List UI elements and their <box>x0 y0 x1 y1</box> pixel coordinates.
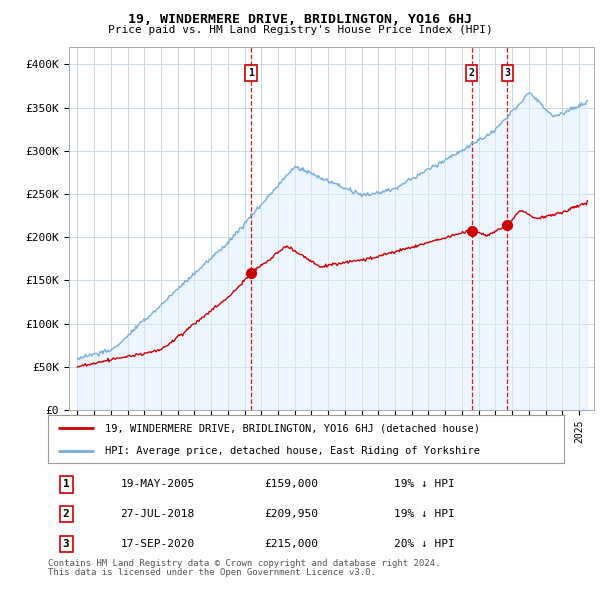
Text: This data is licensed under the Open Government Licence v3.0.: This data is licensed under the Open Gov… <box>48 568 376 577</box>
Text: 1: 1 <box>248 68 254 78</box>
Text: 17-SEP-2020: 17-SEP-2020 <box>120 539 194 549</box>
Text: 2: 2 <box>469 68 475 78</box>
Text: 1: 1 <box>62 480 70 489</box>
Text: 19, WINDERMERE DRIVE, BRIDLINGTON, YO16 6HJ (detached house): 19, WINDERMERE DRIVE, BRIDLINGTON, YO16 … <box>105 423 480 433</box>
Text: 19% ↓ HPI: 19% ↓ HPI <box>394 509 454 519</box>
Text: £215,000: £215,000 <box>265 539 319 549</box>
Text: HPI: Average price, detached house, East Riding of Yorkshire: HPI: Average price, detached house, East… <box>105 445 480 455</box>
Text: £159,000: £159,000 <box>265 480 319 489</box>
Text: 3: 3 <box>62 539 70 549</box>
Text: 20% ↓ HPI: 20% ↓ HPI <box>394 539 454 549</box>
Text: 19% ↓ HPI: 19% ↓ HPI <box>394 480 454 489</box>
Text: Contains HM Land Registry data © Crown copyright and database right 2024.: Contains HM Land Registry data © Crown c… <box>48 559 440 568</box>
Text: 27-JUL-2018: 27-JUL-2018 <box>120 509 194 519</box>
Text: 19-MAY-2005: 19-MAY-2005 <box>120 480 194 489</box>
Text: Price paid vs. HM Land Registry's House Price Index (HPI): Price paid vs. HM Land Registry's House … <box>107 25 493 35</box>
Text: £209,950: £209,950 <box>265 509 319 519</box>
Text: 3: 3 <box>505 68 511 78</box>
Text: 19, WINDERMERE DRIVE, BRIDLINGTON, YO16 6HJ: 19, WINDERMERE DRIVE, BRIDLINGTON, YO16 … <box>128 13 472 26</box>
Text: 2: 2 <box>62 509 70 519</box>
